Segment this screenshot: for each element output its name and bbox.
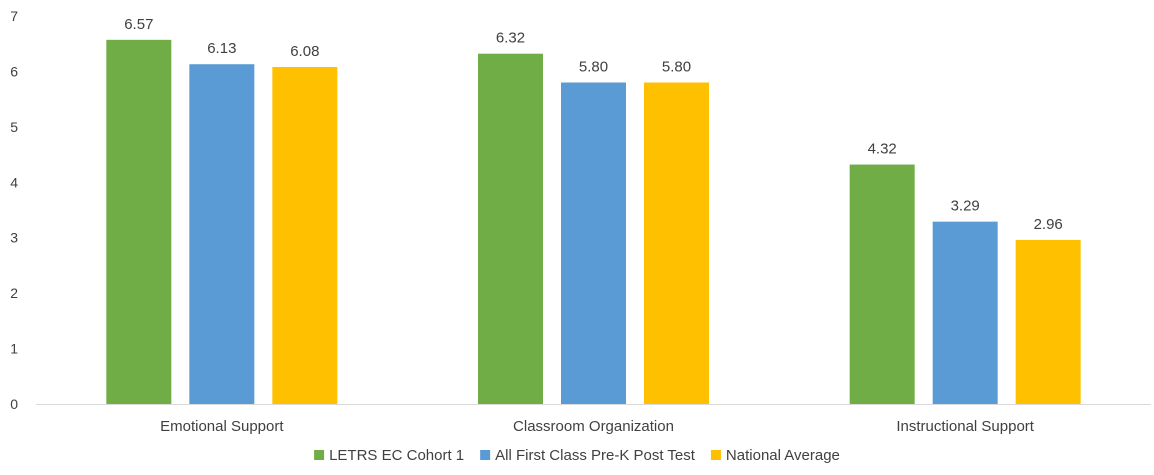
- data-label: 2.96: [1034, 216, 1063, 233]
- y-tick-label: 5: [10, 119, 18, 135]
- legend-item: National Average: [710, 447, 840, 464]
- y-tick-label: 2: [10, 285, 18, 301]
- legend-label: All First Class Pre-K Post Test: [495, 447, 696, 464]
- legend-swatch: [314, 450, 325, 460]
- bar: [189, 64, 255, 405]
- data-label: 5.80: [662, 59, 691, 76]
- y-tick-label: 7: [10, 8, 18, 24]
- bar: [849, 164, 915, 404]
- data-label: 6.57: [124, 16, 153, 33]
- x-tick-label: Emotional Support: [160, 418, 284, 435]
- bar: [932, 221, 998, 404]
- x-tick-label: Instructional Support: [896, 418, 1034, 435]
- bar: [106, 39, 172, 404]
- data-label: 6.13: [207, 40, 236, 57]
- x-axis: Emotional Support Classroom Organization I…: [160, 418, 1035, 435]
- legend-label: LETRS EC Cohort 1: [329, 447, 464, 464]
- y-axis: 0 1 2 3 4 5 6 7: [10, 8, 18, 412]
- x-tick-label: Classroom Organization: [513, 418, 674, 435]
- y-tick-label: 1: [10, 341, 18, 357]
- legend-item: LETRS EC Cohort 1: [314, 447, 464, 464]
- data-label: 6.32: [496, 30, 525, 47]
- y-tick-label: 4: [10, 174, 18, 190]
- legend: LETRS EC Cohort 1 All First Class Pre-K P…: [314, 447, 840, 464]
- legend-swatch: [710, 450, 721, 460]
- legend-item: All First Class Pre-K Post Test: [480, 447, 696, 464]
- bars: [106, 39, 1081, 405]
- data-label: 5.80: [579, 59, 608, 76]
- data-label: 4.32: [868, 141, 897, 158]
- data-label: 3.29: [951, 198, 980, 215]
- bar: [272, 66, 338, 404]
- y-tick-label: 6: [10, 63, 18, 79]
- data-label: 6.08: [290, 43, 319, 60]
- legend-swatch: [480, 450, 491, 460]
- y-tick-label: 3: [10, 230, 18, 246]
- bar: [1015, 239, 1081, 404]
- bar: [478, 53, 543, 404]
- data-labels: 6.57 6.13 6.08 6.32 5.80 5.80 4.32 3.29 2.96: [124, 16, 1063, 233]
- legend-label: National Average: [726, 447, 840, 464]
- bar: [644, 82, 709, 404]
- bar: [561, 82, 626, 404]
- y-tick-label: 0: [10, 396, 18, 412]
